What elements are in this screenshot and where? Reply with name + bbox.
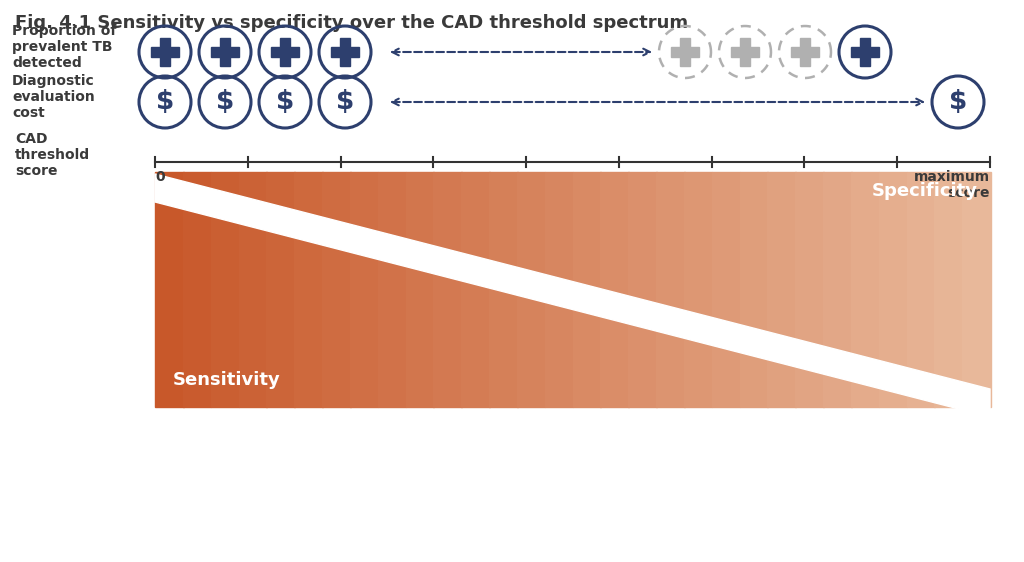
Bar: [406, 172, 434, 407]
Bar: [731, 47, 759, 57]
Text: $: $: [336, 89, 354, 115]
Bar: [489, 172, 518, 407]
Bar: [350, 172, 379, 407]
Text: 0: 0: [155, 170, 165, 184]
Text: maximum
score: maximum score: [913, 170, 990, 200]
Polygon shape: [155, 174, 990, 417]
Bar: [852, 47, 879, 57]
Bar: [461, 172, 489, 407]
Bar: [767, 172, 796, 407]
Bar: [680, 38, 690, 66]
Bar: [340, 38, 349, 66]
Bar: [211, 172, 240, 407]
Bar: [239, 172, 267, 407]
Bar: [220, 38, 229, 66]
Bar: [656, 172, 685, 407]
Bar: [378, 172, 407, 407]
Bar: [823, 172, 852, 407]
Bar: [572, 172, 601, 407]
Bar: [906, 172, 935, 407]
Bar: [628, 172, 656, 407]
Text: CAD
threshold
score: CAD threshold score: [15, 132, 90, 178]
Bar: [684, 172, 713, 407]
Text: $: $: [275, 89, 294, 115]
Bar: [517, 172, 546, 407]
Bar: [545, 172, 573, 407]
Bar: [963, 172, 991, 407]
Text: $: $: [216, 89, 234, 115]
Text: Diagnostic
evaluation
cost: Diagnostic evaluation cost: [12, 74, 95, 120]
Bar: [934, 172, 963, 407]
Bar: [879, 172, 907, 407]
Bar: [266, 172, 295, 407]
Bar: [712, 172, 740, 407]
Text: $: $: [949, 89, 967, 115]
Bar: [740, 38, 750, 66]
Bar: [294, 172, 323, 407]
Bar: [155, 172, 183, 407]
Bar: [739, 172, 768, 407]
Bar: [433, 172, 462, 407]
Bar: [792, 47, 818, 57]
Bar: [860, 38, 869, 66]
Bar: [600, 172, 629, 407]
Bar: [322, 172, 350, 407]
Bar: [851, 172, 880, 407]
Bar: [183, 172, 212, 407]
Text: Sensitivity: Sensitivity: [173, 371, 281, 389]
Text: Proportion of
prevalent TB
detected: Proportion of prevalent TB detected: [12, 24, 117, 70]
Text: Fig. 4.1 Sensitivity vs specificity over the CAD threshold spectrum: Fig. 4.1 Sensitivity vs specificity over…: [15, 14, 688, 32]
Bar: [801, 38, 810, 66]
Bar: [281, 38, 290, 66]
Text: Specificity: Specificity: [872, 182, 978, 200]
Bar: [796, 172, 823, 407]
Bar: [332, 47, 358, 57]
Bar: [212, 47, 239, 57]
Bar: [161, 38, 170, 66]
Bar: [152, 47, 178, 57]
Text: $: $: [156, 89, 174, 115]
Bar: [672, 47, 698, 57]
Bar: [271, 47, 299, 57]
